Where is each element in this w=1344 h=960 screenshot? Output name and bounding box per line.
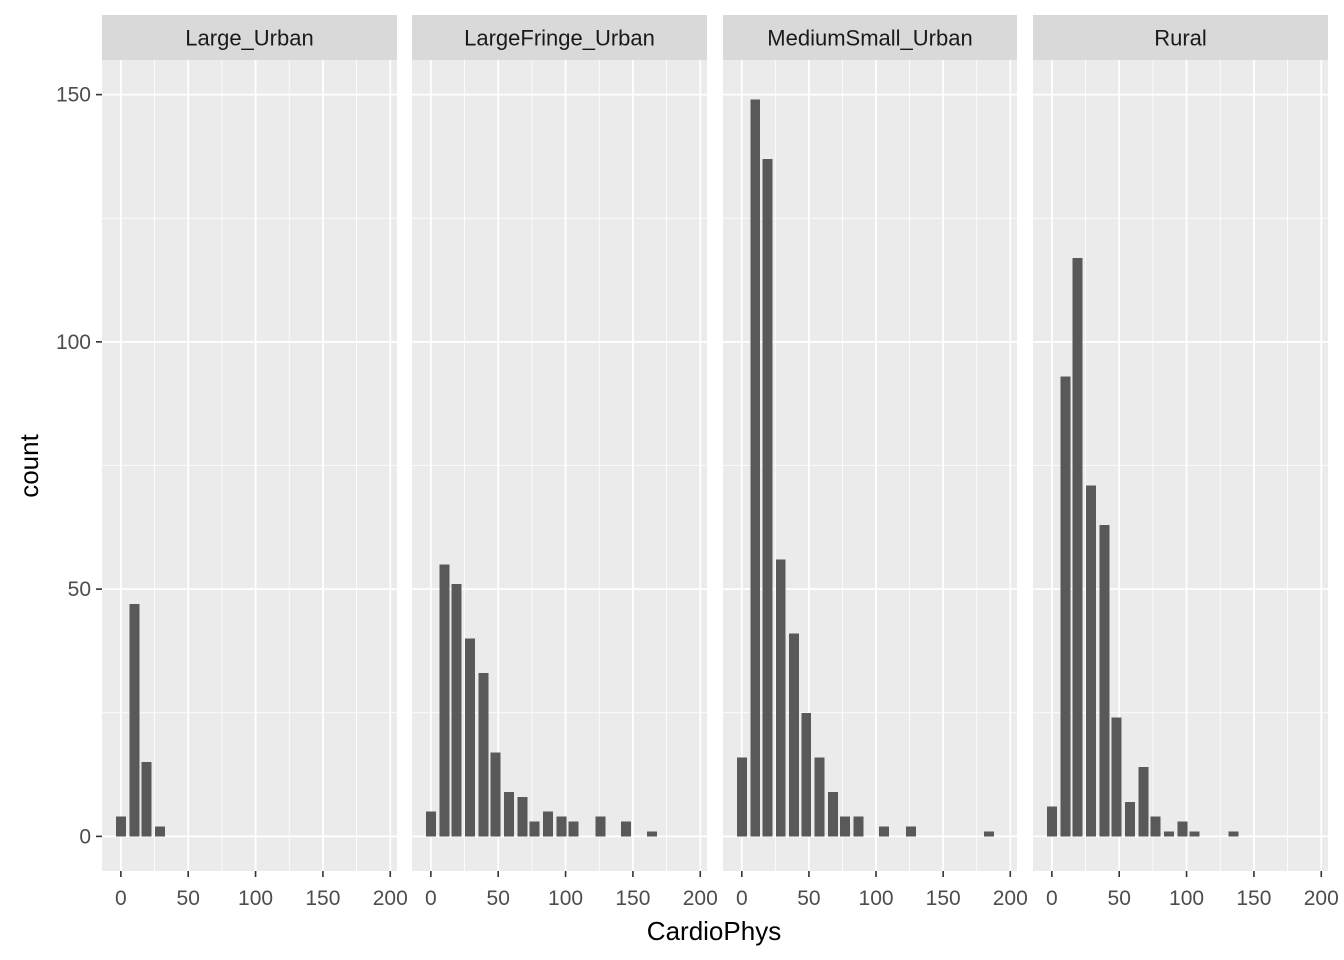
x-axis-title: CardioPhys xyxy=(647,916,781,946)
y-axis: 0 50 100 150 xyxy=(56,84,102,848)
histogram-bar xyxy=(517,796,528,837)
histogram-bar xyxy=(853,816,864,837)
facet-panel-2: MediumSmall_Urban 0 50 100 150 200 xyxy=(723,15,1028,910)
facet-strip xyxy=(412,15,707,60)
x-tick-label: 0 xyxy=(736,887,748,910)
x-tick-label: 200 xyxy=(1304,887,1339,910)
x-tick-label: 200 xyxy=(683,887,718,910)
y-tick-label: 50 xyxy=(68,578,91,601)
histogram-bar xyxy=(1228,831,1239,837)
histogram-bar xyxy=(1046,806,1057,837)
histogram-bar xyxy=(801,712,812,837)
x-tick-label: 50 xyxy=(177,887,200,910)
x-tick-label: 150 xyxy=(615,887,650,910)
histogram-bar xyxy=(646,831,657,837)
x-tick-label: 150 xyxy=(305,887,340,910)
histogram-bar xyxy=(1072,257,1083,837)
facet-strip-label: MediumSmall_Urban xyxy=(767,26,972,51)
x-tick-label: 50 xyxy=(797,887,820,910)
histogram-bar xyxy=(1085,485,1096,837)
histogram-bar xyxy=(1099,524,1110,837)
histogram-bar xyxy=(1177,821,1188,837)
histogram-bar xyxy=(464,638,475,837)
x-tick-label: 50 xyxy=(1108,887,1131,910)
x-tick-label: 150 xyxy=(926,887,961,910)
facet-panel-1: LargeFringe_Urban 0 50 100 150 200 xyxy=(412,15,718,910)
histogram-bar xyxy=(556,816,567,837)
histogram-bar xyxy=(621,821,632,837)
histogram-bar xyxy=(879,826,890,837)
facet-strip xyxy=(102,15,397,60)
histogram-bar xyxy=(595,816,606,837)
x-tick-label: 100 xyxy=(1169,887,1204,910)
x-tick-label: 0 xyxy=(425,887,437,910)
histogram-bar xyxy=(568,821,579,837)
facet-panel-3: Rural 0 50 100 150 200 xyxy=(1033,15,1339,910)
histogram-bar xyxy=(439,564,450,837)
x-tick-label: 200 xyxy=(993,887,1028,910)
x-tick-label: 0 xyxy=(115,887,127,910)
facet-strip-label: LargeFringe_Urban xyxy=(464,26,655,51)
histogram-bar xyxy=(828,791,839,837)
facet-panel-0: Large_Urban 0 50 100 150 200 xyxy=(102,15,408,910)
histogram-bar xyxy=(1111,717,1122,837)
histogram-bar xyxy=(789,633,800,837)
facet-strip xyxy=(1033,15,1328,60)
histogram-bar xyxy=(736,757,747,837)
histogram-bar xyxy=(814,757,825,837)
histogram-bar xyxy=(115,816,126,837)
histogram-bar xyxy=(762,158,773,837)
y-axis-title: count xyxy=(14,433,44,497)
histogram-bar xyxy=(529,821,540,837)
x-tick-label: 100 xyxy=(548,887,583,910)
y-tick-label: 150 xyxy=(56,84,91,107)
histogram-bar xyxy=(905,826,916,837)
histogram-bar xyxy=(775,559,786,837)
facet-strip xyxy=(723,15,1017,60)
x-tick-label: 0 xyxy=(1046,887,1058,910)
y-tick-label: 100 xyxy=(56,331,91,354)
histogram-bar xyxy=(1125,801,1135,837)
y-tick-label: 0 xyxy=(79,825,91,848)
histogram-bar xyxy=(504,791,514,837)
histogram-bar xyxy=(840,816,851,837)
histogram-bar xyxy=(1164,831,1175,837)
histogram-bar xyxy=(425,811,436,837)
x-tick-label: 200 xyxy=(373,887,408,910)
histogram-bar xyxy=(1189,831,1200,837)
histogram-bar xyxy=(490,752,501,837)
histogram-bar xyxy=(154,826,165,837)
histogram-bar xyxy=(983,831,994,837)
x-tick-label: 150 xyxy=(1236,887,1271,910)
histogram-bar xyxy=(1138,767,1149,837)
histogram-bar xyxy=(141,762,152,837)
histogram-bar xyxy=(478,673,489,837)
histogram-bar xyxy=(451,584,462,837)
histogram-bar xyxy=(750,99,761,837)
facet-strip-label: Rural xyxy=(1154,26,1207,51)
x-tick-label: 100 xyxy=(859,887,894,910)
histogram-bar xyxy=(543,811,554,837)
histogram-bar xyxy=(1060,376,1071,837)
x-tick-label: 100 xyxy=(238,887,273,910)
x-tick-label: 50 xyxy=(487,887,510,910)
facet-strip-label: Large_Urban xyxy=(185,26,313,51)
histogram-bar xyxy=(1150,816,1161,837)
histogram-bar xyxy=(129,603,140,837)
